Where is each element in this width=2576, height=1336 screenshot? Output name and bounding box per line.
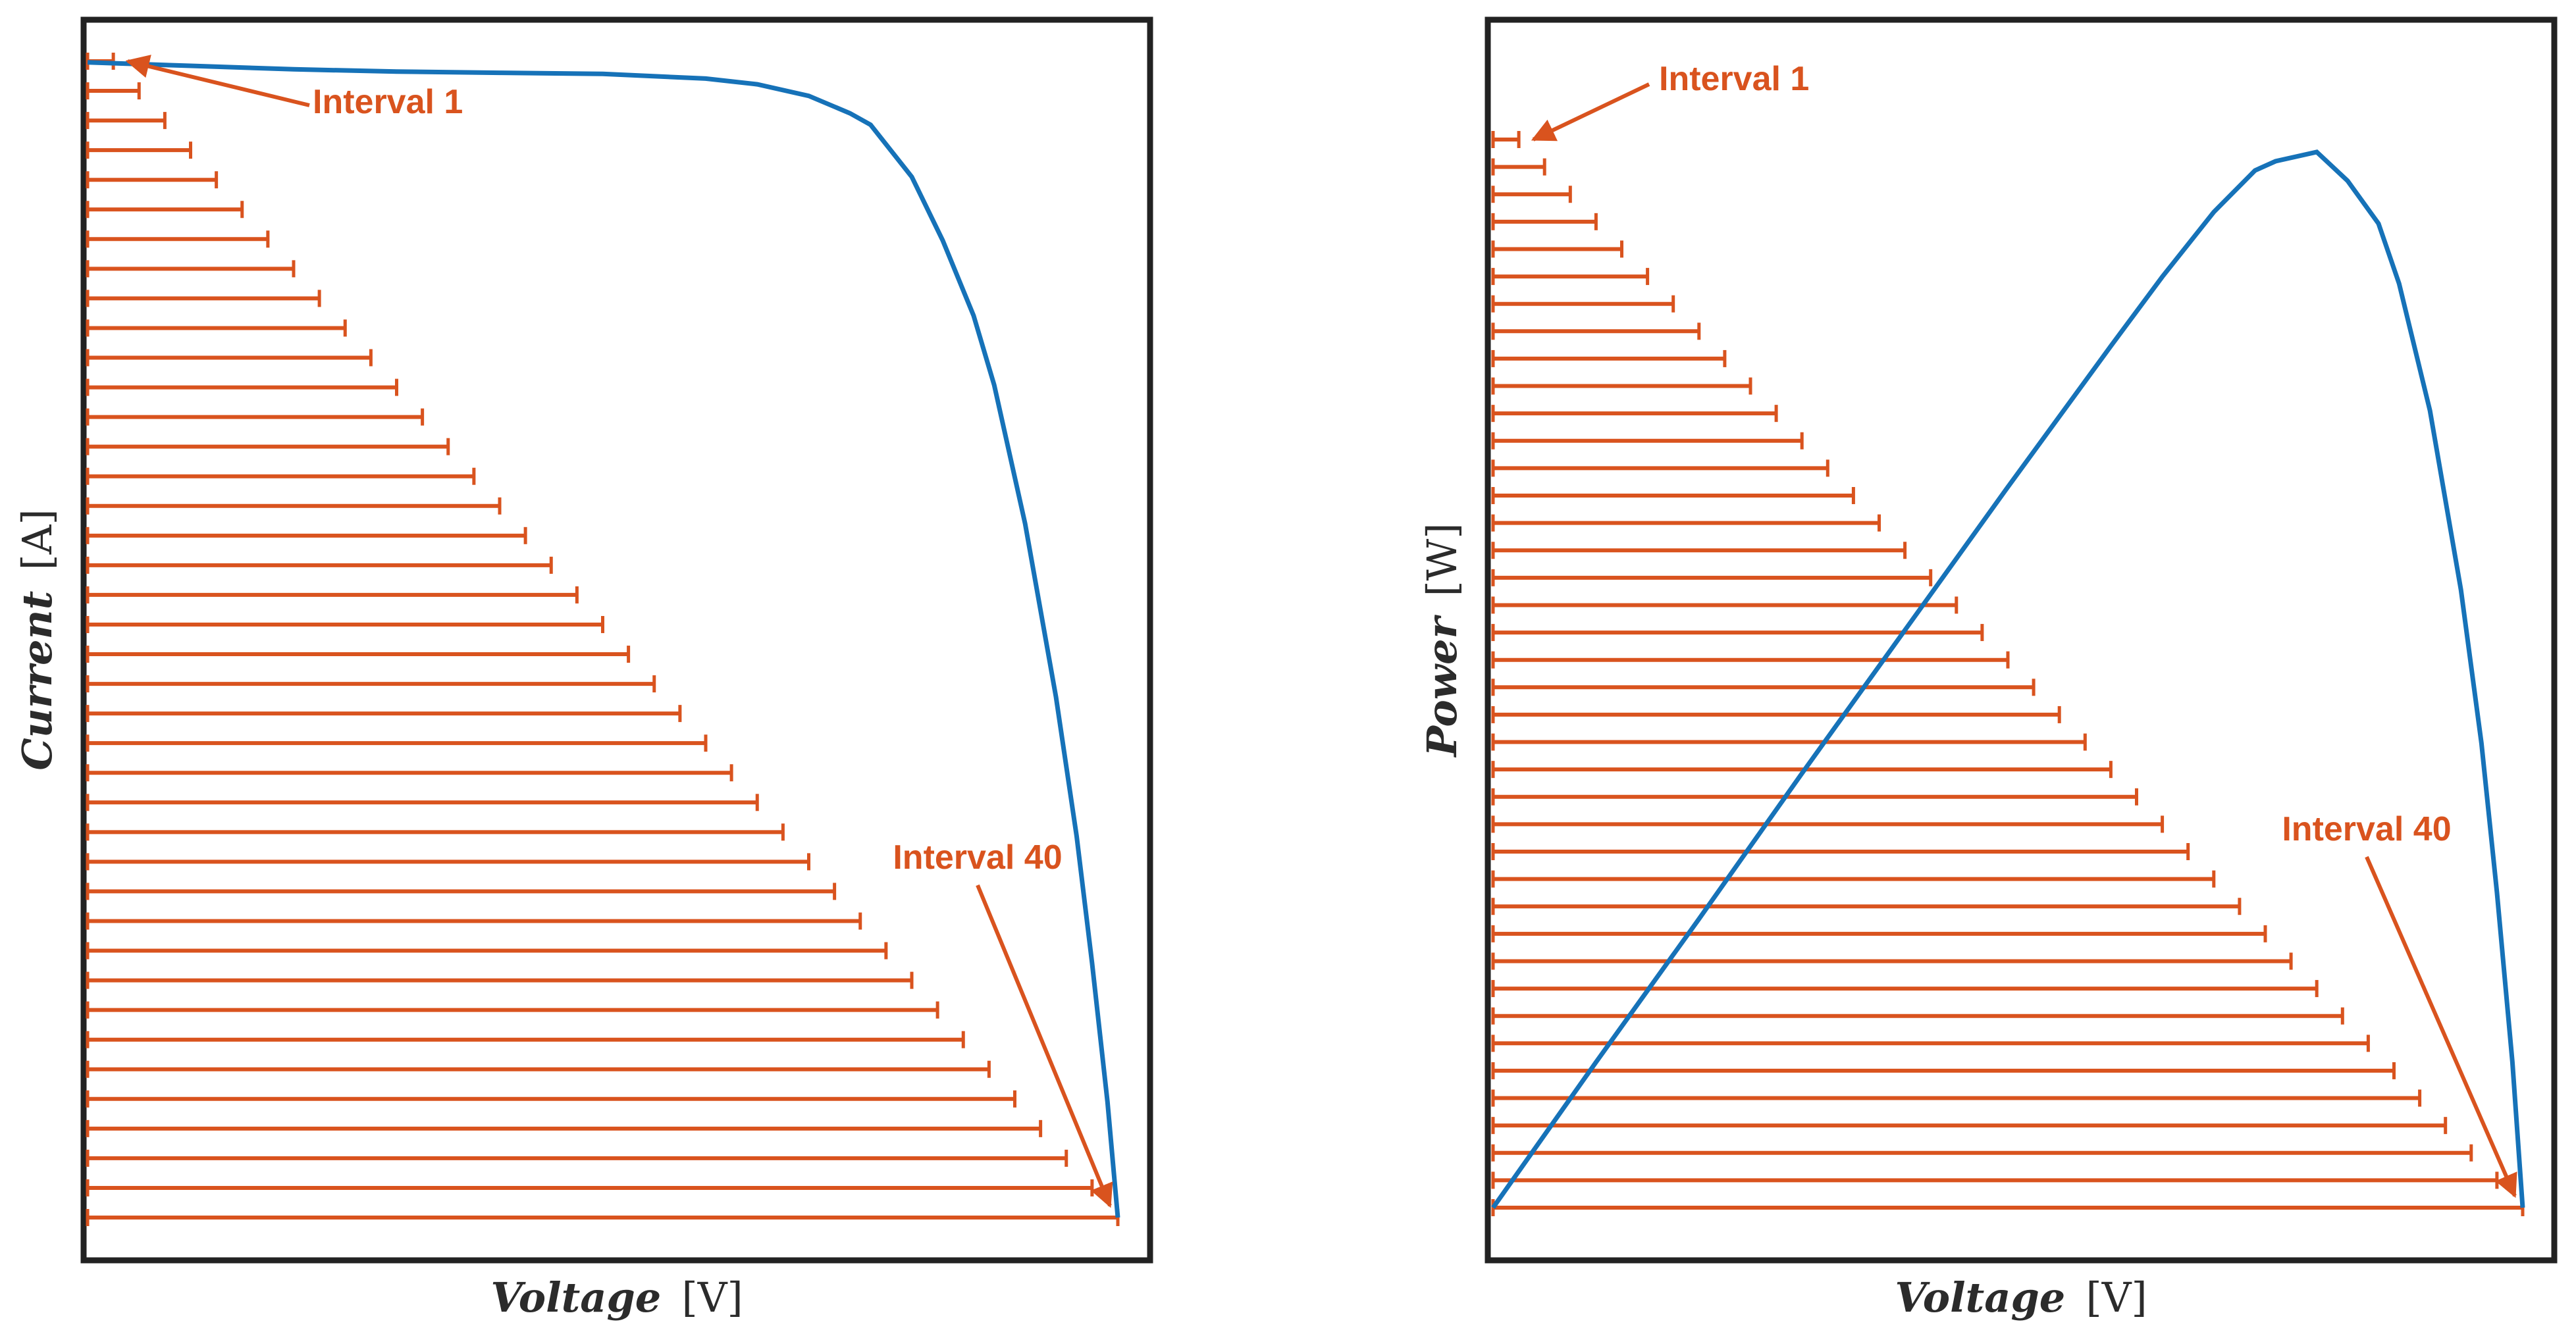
current-voltage-chart: Interval 1 Interval 40 Voltage [V] Curren… bbox=[13, 16, 1153, 1322]
y-axis-name: Current bbox=[13, 590, 61, 770]
y-axis-unit: [A] bbox=[13, 509, 61, 570]
power-voltage-chart: Interval 1 Interval 40 Voltage [V] Power … bbox=[1418, 16, 2558, 1322]
y-axis-label: Current [A] bbox=[13, 509, 61, 770]
annotation-label: Interval 40 bbox=[2282, 810, 2451, 848]
interval-bars bbox=[1491, 131, 2525, 1216]
interval-bars bbox=[86, 53, 1120, 1226]
annotations: Interval 1 Interval 40 bbox=[125, 55, 1113, 1208]
plot-frame bbox=[80, 16, 1153, 1264]
annotation-label: Interval 1 bbox=[1659, 60, 1809, 98]
y-axis-label: Power [W] bbox=[1418, 523, 1466, 758]
annotation-arrow bbox=[1531, 82, 1650, 141]
x-axis-name: Voltage bbox=[490, 1273, 661, 1322]
y-axis-name: Power bbox=[1418, 614, 1466, 758]
annotation-arrow bbox=[125, 55, 310, 107]
x-axis-label: Voltage [V] bbox=[1895, 1273, 2147, 1322]
annotation-label: Interval 1 bbox=[313, 83, 463, 121]
x-axis-name: Voltage bbox=[1895, 1273, 2065, 1322]
power-curve bbox=[1491, 149, 2525, 1210]
annotation-arrow bbox=[976, 884, 1113, 1208]
annotation-label: Interval 40 bbox=[893, 838, 1062, 877]
x-axis-label: Voltage [V] bbox=[490, 1273, 743, 1322]
x-axis-unit: [V] bbox=[2086, 1273, 2147, 1322]
plot-frame bbox=[1485, 16, 2558, 1264]
annotations: Interval 1 Interval 40 bbox=[1531, 60, 2517, 1198]
annotation-arrow bbox=[2365, 856, 2517, 1198]
current-curve bbox=[87, 60, 1120, 1218]
x-axis-unit: [V] bbox=[682, 1273, 743, 1322]
y-axis-unit: [W] bbox=[1418, 523, 1466, 596]
